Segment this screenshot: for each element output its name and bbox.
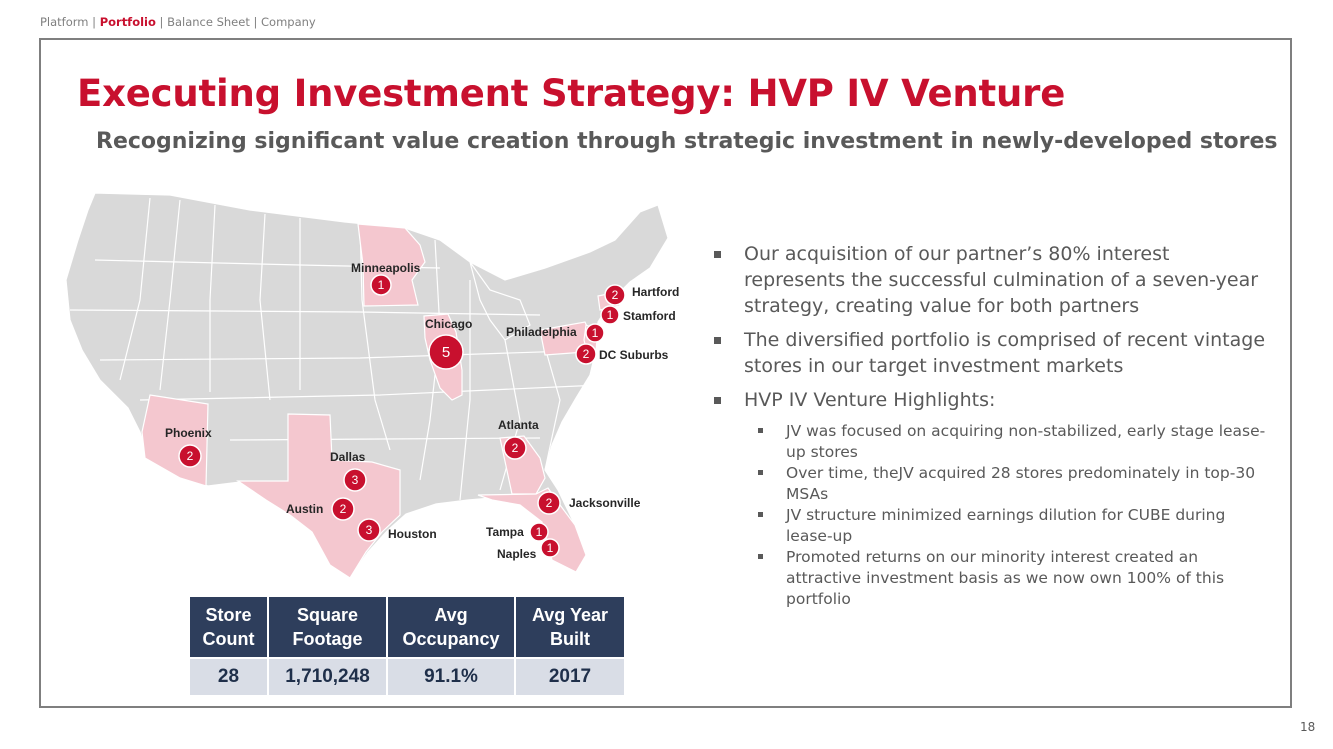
breadcrumb-item-balance-sheet[interactable]: Balance Sheet [167, 15, 250, 29]
page-subtitle: Recognizing significant value creation t… [96, 129, 1278, 154]
marker-label-austin: Austin [286, 502, 323, 516]
marker-naples: Naples 1 [497, 538, 560, 561]
bullet-square-icon [758, 554, 763, 559]
bullet-square-icon [758, 470, 763, 475]
table-row: 28 1,710,248 91.1% 2017 [190, 657, 624, 695]
us-map: Minneapolis 1 Chicago 5 2 Hartford 1 Sta… [65, 192, 679, 579]
slide-frame [39, 38, 1292, 708]
header-avg-occupancy: Avg Occupancy [388, 597, 514, 657]
bullet-text: Our acquisition of our partner’s 80% int… [744, 243, 1259, 317]
bullet-item: HVP IV Venture Highlights: [712, 387, 1272, 413]
map-markers: Minneapolis 1 Chicago 5 2 Hartford 1 Sta… [165, 261, 679, 561]
breadcrumb-item-company[interactable]: Company [261, 15, 316, 29]
table-header-row: Store Count Square Footage Avg Occupancy Av… [190, 597, 624, 657]
bullet-square-icon [758, 512, 763, 517]
breadcrumb-separator: | [253, 15, 258, 29]
marker-label-tampa: Tampa [486, 525, 524, 539]
breadcrumb-item-platform[interactable]: Platform [40, 15, 89, 29]
breadcrumb: Platform | Portfolio | Balance Sheet | C… [40, 15, 316, 29]
sub-bullet-text: Promoted returns on our minority interes… [786, 548, 1225, 608]
marker-minneapolis: Minneapolis 1 [351, 261, 421, 296]
bullet-list: Our acquisition of our partner’s 80% int… [712, 241, 1272, 610]
marker-tampa: Tampa 1 [486, 522, 549, 542]
cell-avg-year-built: 2017 [516, 657, 624, 695]
marker-dc-suburbs: 2 DC Suburbs [575, 343, 669, 365]
marker-count-jacksonville: 2 [546, 496, 553, 510]
marker-label-dallas: Dallas [330, 450, 366, 464]
marker-label-minneapolis: Minneapolis [351, 261, 421, 275]
marker-count-hartford: 2 [612, 288, 619, 302]
sub-bullet-item: Promoted returns on our minority interes… [712, 547, 1272, 610]
state-arizona [141, 394, 209, 487]
bullet-text: The diversified portfolio is comprised o… [744, 329, 1266, 377]
marker-count-tampa: 1 [536, 525, 543, 539]
marker-atlanta: Atlanta 2 [498, 418, 539, 460]
marker-label-jacksonville: Jacksonville [569, 496, 641, 510]
marker-count-austin: 2 [340, 502, 347, 516]
bullet-square-icon [714, 337, 721, 344]
marker-label-dc-suburbs: DC Suburbs [599, 348, 669, 362]
marker-label-houston: Houston [388, 527, 437, 541]
marker-label-chicago: Chicago [425, 317, 472, 331]
great-lakes-peninsula [469, 261, 531, 341]
marker-count-dallas: 3 [352, 473, 359, 487]
marker-label-naples: Naples [497, 547, 537, 561]
marker-stamford: 1 Stamford [600, 305, 676, 325]
cell-store-count: 28 [190, 657, 267, 695]
marker-count-naples: 1 [547, 541, 554, 555]
marker-philadelphia: Philadelphia 1 [506, 323, 605, 343]
sub-bullet-text: Over time, theJV acquired 28 stores pred… [786, 464, 1256, 503]
cell-avg-occupancy: 91.1% [388, 657, 514, 695]
cell-square-footage: 1,710,248 [269, 657, 386, 695]
marker-count-philadelphia: 1 [592, 326, 599, 340]
bullet-square-icon [714, 397, 721, 404]
bullet-square-icon [714, 251, 721, 258]
marker-count-phoenix: 2 [187, 449, 194, 463]
sub-bullet-item: Over time, theJV acquired 28 stores pred… [712, 463, 1272, 505]
portfolio-stats-table: Store Count Square Footage Avg Occupancy Av… [188, 597, 626, 695]
marker-count-chicago: 5 [442, 344, 450, 361]
marker-label-phoenix: Phoenix [165, 426, 212, 440]
breadcrumb-item-portfolio[interactable]: Portfolio [99, 15, 156, 29]
marker-count-dc-suburbs: 2 [583, 347, 590, 361]
page-title: Executing Investment Strategy: HVP IV Ve… [77, 72, 1066, 115]
bullet-item: Our acquisition of our partner’s 80% int… [712, 241, 1272, 319]
marker-hartford: 2 Hartford [604, 284, 679, 306]
marker-label-atlanta: Atlanta [498, 418, 539, 432]
marker-chicago: Chicago 5 [425, 317, 472, 370]
header-avg-year-built: Avg Year Built [516, 597, 624, 657]
bullet-text: HVP IV Venture Highlights: [744, 389, 996, 411]
marker-houston: 3 Houston [357, 518, 437, 542]
marker-count-minneapolis: 1 [378, 278, 385, 292]
marker-count-atlanta: 2 [512, 441, 519, 455]
breadcrumb-separator: | [159, 15, 164, 29]
sub-bullet-list: JV was focused on acquiring non-stabiliz… [712, 421, 1272, 610]
marker-dallas: Dallas 3 [330, 450, 367, 492]
bullet-square-icon [758, 428, 763, 433]
marker-label-hartford: Hartford [632, 285, 679, 299]
sub-bullet-item: JV was focused on acquiring non-stabiliz… [712, 421, 1272, 463]
marker-count-houston: 3 [366, 523, 373, 537]
marker-phoenix: Phoenix 2 [165, 426, 212, 468]
sub-bullet-text: JV was focused on acquiring non-stabiliz… [786, 422, 1266, 461]
page-number: 18 [1300, 720, 1316, 734]
marker-count-stamford: 1 [607, 308, 614, 322]
marker-jacksonville: 2 Jacksonville [537, 491, 641, 515]
marker-label-philadelphia: Philadelphia [506, 325, 577, 339]
sub-bullet-text: JV structure minimized earnings dilution… [786, 506, 1226, 545]
header-square-footage: Square Footage [269, 597, 386, 657]
header-store-count: Store Count [190, 597, 267, 657]
bullet-item: The diversified portfolio is comprised o… [712, 327, 1272, 379]
state-texas [236, 413, 401, 579]
marker-austin: Austin 2 [286, 497, 355, 521]
breadcrumb-separator: | [92, 15, 97, 29]
marker-label-stamford: Stamford [623, 309, 676, 323]
sub-bullet-item: JV structure minimized earnings dilution… [712, 505, 1272, 547]
